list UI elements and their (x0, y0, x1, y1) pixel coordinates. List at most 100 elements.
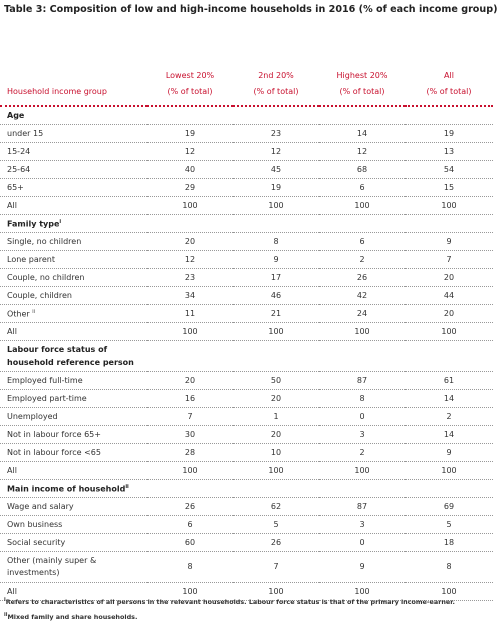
cell-value: 100 (319, 582, 405, 601)
row-label-cell: Employed full-time (0, 371, 147, 390)
column-header: Highest 20% (% of total) (319, 68, 405, 107)
empty-cell (147, 106, 233, 125)
cell-value: 20 (147, 232, 233, 251)
cell-value: 9 (233, 250, 319, 269)
cell-value: 3 (319, 425, 405, 444)
row-label-cell: 25-64 (0, 160, 147, 179)
cell-value: 20 (405, 268, 493, 287)
section-heading-text: Age (7, 111, 25, 120)
cell-value: 7 (405, 250, 493, 269)
data-row: 25-64 40 45 68 54 (0, 160, 493, 179)
cell-value: 2 (405, 407, 493, 426)
row-label: All (7, 587, 17, 596)
row-label-cell: Employed part-time (0, 389, 147, 408)
cell-value: 100 (319, 461, 405, 480)
row-label: Couple, children (7, 291, 72, 300)
empty-cell (147, 340, 233, 372)
cell-value: 17 (233, 268, 319, 287)
cell-value: 23 (147, 268, 233, 287)
data-row: All 100 100 100 100 (0, 322, 493, 341)
row-label: Unemployed (7, 412, 58, 421)
data-row: All 100 100 100 100 (0, 461, 493, 480)
section-heading: Main income of householdii (0, 479, 147, 498)
row-label-cell: Other (mainly super & investments) (0, 551, 147, 583)
cell-value: 1 (233, 407, 319, 426)
cell-value: 100 (233, 322, 319, 341)
row-label: Not in labour force <65 (7, 448, 101, 457)
footnote-text: Refers to characteristics of all persons… (5, 598, 455, 607)
cell-value: 68 (319, 160, 405, 179)
cell-value: 40 (147, 160, 233, 179)
data-row: Employed part-time 16 20 8 14 (0, 389, 493, 408)
header-row: Household income group Lowest 20% (% of to… (0, 68, 493, 107)
row-label-cell: 65+ (0, 178, 147, 197)
cell-value: 6 (319, 178, 405, 197)
column-header: 2nd 20% (% of total) (233, 68, 319, 107)
cell-value: 100 (233, 461, 319, 480)
data-row: Wage and salary 26 62 87 69 (0, 497, 493, 516)
cell-value: 0 (319, 533, 405, 552)
cell-value: 7 (147, 407, 233, 426)
row-label-cell: under 15 (0, 124, 147, 143)
cell-value: 100 (147, 461, 233, 480)
cell-value: 20 (233, 389, 319, 408)
column-header-line: (% of total) (167, 87, 213, 96)
cell-value: 8 (147, 551, 233, 583)
cell-value: 12 (233, 142, 319, 161)
cell-value: 14 (405, 389, 493, 408)
cell-value: 54 (405, 160, 493, 179)
data-row: Employed full-time 20 50 87 61 (0, 371, 493, 390)
row-label: All (7, 201, 17, 210)
data-row: Own business 6 5 3 5 (0, 515, 493, 534)
cell-value: 100 (405, 196, 493, 215)
cell-value: 19 (233, 178, 319, 197)
cell-value: 100 (405, 582, 493, 601)
row-label-cell: All (0, 196, 147, 215)
row-label-cell: Not in labour force <65 (0, 443, 147, 462)
cell-value: 100 (319, 196, 405, 215)
row-label: Employed full-time (7, 376, 83, 385)
cell-value: 5 (405, 515, 493, 534)
section-heading-text: Labour force status of household referen… (7, 345, 134, 367)
empty-cell (233, 214, 319, 233)
column-header-line: (% of total) (253, 87, 299, 96)
data-row: Not in labour force <65 28 10 2 9 (0, 443, 493, 462)
empty-cell (147, 214, 233, 233)
row-label-cell: All (0, 582, 147, 601)
note-marker: ii (4, 612, 8, 619)
empty-cell (233, 479, 319, 498)
cell-value: 0 (319, 407, 405, 426)
cell-value: 8 (233, 232, 319, 251)
cell-value: 8 (405, 551, 493, 583)
row-label: Social security (7, 538, 66, 547)
note-marker: ii (125, 483, 129, 490)
cell-value: 6 (147, 515, 233, 534)
cell-value: 61 (405, 371, 493, 390)
cell-value: 2 (319, 443, 405, 462)
section-row: Family typei (0, 214, 493, 233)
footnote-text: Mixed family and share households. (7, 613, 138, 622)
data-row: Lone parent 12 9 2 7 (0, 250, 493, 269)
cell-value: 46 (233, 286, 319, 305)
cell-value: 26 (147, 497, 233, 516)
data-row: Unemployed 7 1 0 2 (0, 407, 493, 426)
cell-value: 100 (319, 322, 405, 341)
cell-value: 23 (233, 124, 319, 143)
section-heading: Age (0, 106, 147, 125)
footnote: iRefers to characteristics of all person… (4, 597, 455, 606)
data-row: Couple, children 34 46 42 44 (0, 286, 493, 305)
table-title: Table 3: Composition of low and high-inc… (4, 4, 498, 15)
cell-value: 20 (233, 425, 319, 444)
column-header-line: (% of total) (426, 87, 472, 96)
cell-value: 15 (405, 178, 493, 197)
data-row: under 15 19 23 14 19 (0, 124, 493, 143)
section-heading: Labour force status of household referen… (0, 340, 147, 372)
cell-value: 8 (319, 389, 405, 408)
empty-cell (147, 479, 233, 498)
cell-value: 20 (405, 304, 493, 323)
section-heading-text: Family type (7, 219, 60, 229)
note-marker: ii (32, 308, 36, 315)
cell-value: 100 (147, 582, 233, 601)
cell-value: 60 (147, 533, 233, 552)
cell-value: 16 (147, 389, 233, 408)
